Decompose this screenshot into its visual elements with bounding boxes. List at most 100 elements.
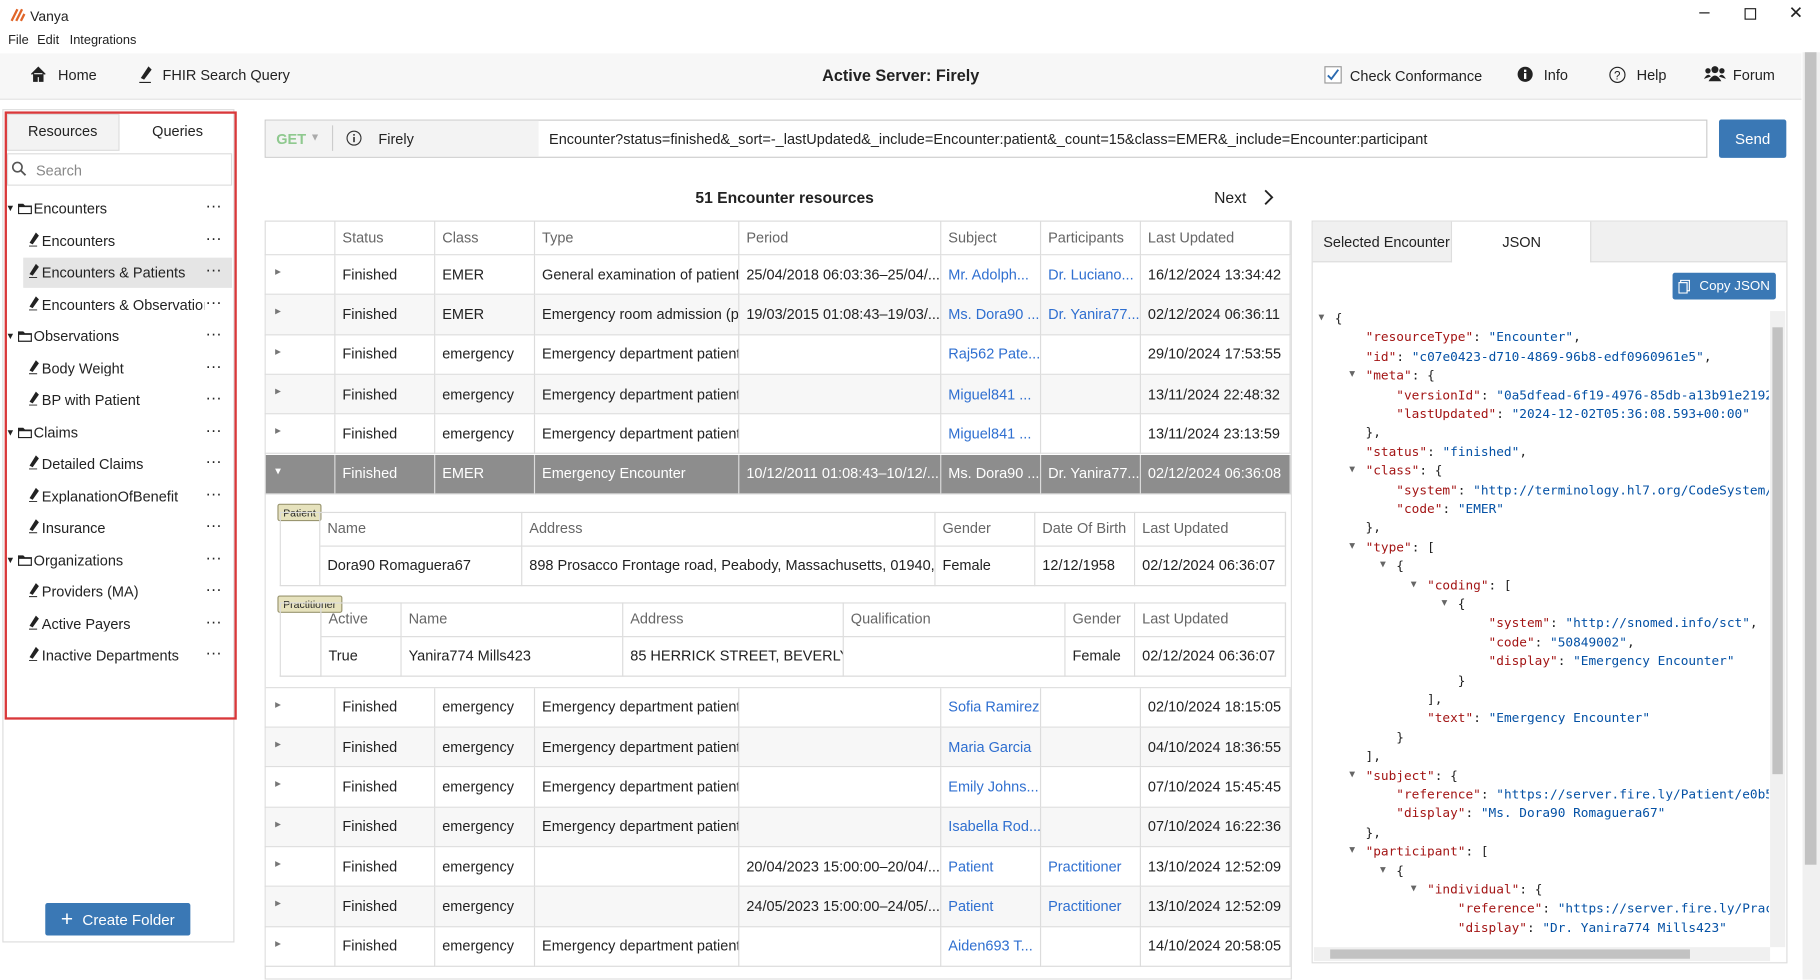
table-row[interactable]: [265, 847, 1291, 888]
folder-label[interactable]: Organizations: [33, 551, 124, 569]
cell[interactable]: Ms. Dora90 ...: [941, 295, 1042, 335]
json-collapse-toggle[interactable]: ▾: [1410, 882, 1417, 895]
menu-item[interactable]: File: [8, 33, 29, 48]
json-collapse-toggle[interactable]: ▾: [1349, 844, 1356, 857]
cell[interactable]: [1041, 334, 1141, 375]
cell[interactable]: [1041, 374, 1141, 415]
more-menu[interactable]: ···: [205, 387, 222, 407]
json-collapse-toggle[interactable]: ▾: [1349, 539, 1356, 553]
row-expander[interactable]: ▸: [275, 425, 281, 438]
cell[interactable]: Raj562 Pate...: [941, 334, 1042, 375]
check-conformance-label[interactable]: Check Conformance: [1349, 68, 1483, 85]
folder-label[interactable]: Encounters: [33, 200, 108, 218]
row-expander[interactable]: ▾: [275, 464, 281, 478]
cell[interactable]: Isabella Rod...: [941, 807, 1042, 848]
table-row[interactable]: [265, 454, 1291, 495]
query-label[interactable]: Active Payers: [41, 616, 131, 632]
json-collapse-toggle[interactable]: ▾: [1380, 558, 1386, 572]
row-expander[interactable]: ▸: [275, 738, 281, 752]
table-row[interactable]: [265, 887, 1291, 927]
query-label[interactable]: Body Weight: [41, 361, 124, 377]
row-expander[interactable]: ▸: [275, 345, 281, 359]
create-folder-button[interactable]: + Create Folder: [45, 903, 191, 936]
json-collapse-toggle[interactable]: ▾: [1318, 311, 1325, 324]
more-menu[interactable]: ···: [205, 259, 222, 279]
send-button[interactable]: Send: [1718, 119, 1787, 158]
more-menu[interactable]: ···: [205, 419, 222, 439]
json-collapse-toggle[interactable]: ▾: [1441, 596, 1448, 610]
json-tab[interactable]: JSON: [1502, 234, 1542, 251]
more-menu[interactable]: ···: [205, 291, 222, 311]
next-arrow[interactable]: [1263, 189, 1275, 205]
copy-json-button[interactable]: Copy JSON: [1672, 272, 1776, 300]
check-conformance-checkbox[interactable]: [1324, 66, 1342, 84]
cell[interactable]: Patient: [941, 887, 1042, 927]
row-expander[interactable]: ▸: [275, 897, 281, 911]
cell[interactable]: Patient: [941, 847, 1042, 888]
selected-encounter-tab[interactable]: Selected Encounter: [1323, 234, 1450, 251]
table-row[interactable]: [265, 926, 1291, 967]
more-menu[interactable]: ···: [205, 611, 222, 630]
cell[interactable]: Sofia Ramirez: [941, 688, 1042, 728]
more-menu[interactable]: ···: [205, 451, 222, 471]
table-row[interactable]: [265, 767, 1291, 808]
query-label[interactable]: Encounters: [41, 233, 116, 249]
cell[interactable]: [1041, 688, 1141, 728]
forum-button[interactable]: Forum: [1732, 67, 1775, 84]
more-menu[interactable]: ···: [205, 643, 222, 662]
cell[interactable]: Dr. Yanira77...: [1041, 295, 1141, 335]
minimize-button[interactable]: –: [1699, 2, 1710, 23]
folder-label[interactable]: Claims: [33, 424, 79, 441]
more-menu[interactable]: ···: [205, 228, 222, 247]
row-expander[interactable]: ▸: [275, 265, 281, 279]
row-expander[interactable]: ▸: [275, 385, 281, 398]
search-box[interactable]: [6, 153, 233, 186]
more-menu[interactable]: ···: [205, 355, 222, 375]
more-menu[interactable]: ···: [205, 515, 222, 534]
folder-label[interactable]: Observations: [33, 328, 120, 345]
cell[interactable]: Dr. Luciano...: [1041, 255, 1141, 296]
query-label[interactable]: Detailed Claims: [41, 457, 144, 472]
cell[interactable]: Practitioner: [1041, 887, 1141, 927]
row-expander[interactable]: ▸: [275, 857, 281, 871]
cell[interactable]: Practitioner: [1041, 847, 1141, 888]
cell[interactable]: Aiden693 T...: [941, 926, 1042, 967]
query-label[interactable]: BP with Patient: [41, 393, 140, 408]
table-row[interactable]: [265, 727, 1291, 768]
resources-tab[interactable]: Resources: [28, 123, 98, 140]
query-label[interactable]: Insurance: [41, 521, 106, 536]
json-collapse-toggle[interactable]: ▾: [1380, 863, 1386, 876]
queries-tab[interactable]: Queries: [152, 123, 203, 140]
row-expander[interactable]: ▸: [275, 698, 281, 712]
table-row[interactable]: [265, 255, 1291, 296]
json-collapse-toggle[interactable]: ▾: [1349, 368, 1356, 381]
json-collapse-toggle[interactable]: ▾: [1349, 463, 1356, 477]
query-label[interactable]: Encounters & Patients: [41, 265, 186, 281]
more-menu[interactable]: ···: [205, 196, 222, 215]
row-expander[interactable]: ▸: [275, 778, 281, 791]
table-row[interactable]: [265, 807, 1291, 848]
cell[interactable]: [1041, 767, 1141, 808]
table-row[interactable]: [265, 688, 1291, 728]
query-label[interactable]: ExplanationOfBenefit: [41, 489, 179, 504]
query-label[interactable]: Inactive Departments: [41, 648, 179, 664]
more-menu[interactable]: ···: [205, 323, 222, 343]
table-row[interactable]: [265, 414, 1291, 455]
table-row[interactable]: [265, 295, 1291, 335]
cell[interactable]: Miguel841 ...: [941, 414, 1042, 455]
json-collapse-toggle[interactable]: ▾: [1410, 577, 1417, 591]
cell[interactable]: [1041, 414, 1141, 455]
cell[interactable]: Mr. Adolph...: [941, 255, 1042, 296]
next-button[interactable]: Next: [1214, 189, 1247, 207]
more-menu[interactable]: ···: [205, 483, 222, 503]
cell[interactable]: [1041, 926, 1141, 967]
query-label[interactable]: Providers (MA): [41, 584, 139, 600]
json-collapse-toggle[interactable]: ▾: [1349, 767, 1356, 781]
cell[interactable]: Maria Garcia: [941, 727, 1042, 768]
menu-item[interactable]: Integrations: [69, 33, 137, 48]
method-select[interactable]: GET: [276, 131, 307, 148]
cell[interactable]: [1041, 727, 1141, 768]
more-menu[interactable]: ···: [205, 579, 222, 598]
menu-item[interactable]: Edit: [37, 33, 60, 48]
help-button[interactable]: Help: [1636, 67, 1667, 84]
